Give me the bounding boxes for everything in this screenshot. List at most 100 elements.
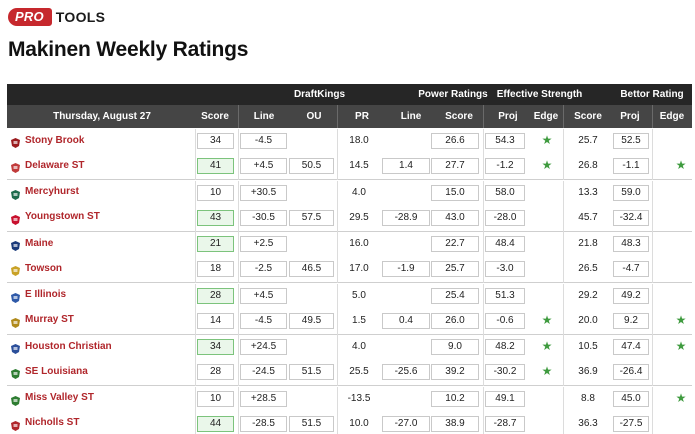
score-value: 28 — [197, 287, 234, 304]
br-score-value: 20.0 — [578, 314, 598, 326]
team-cell[interactable]: Youngstown ST — [10, 207, 100, 227]
column-divider — [238, 283, 239, 335]
line-value: -24.5 — [240, 364, 287, 380]
column-divider — [195, 232, 196, 283]
pr-score-value: 25.4 — [431, 287, 479, 304]
team-cell[interactable]: Nicholls ST — [10, 413, 79, 433]
column-divider — [652, 283, 653, 335]
br-proj-value: 49.2 — [613, 287, 649, 304]
stony-brook-logo-icon — [10, 135, 21, 148]
line-value: -4.5 — [240, 312, 287, 329]
col-br-proj: Proj — [620, 111, 640, 122]
column-divider — [195, 283, 196, 335]
column-divider — [563, 232, 564, 283]
team-cell[interactable]: Stony Brook — [10, 130, 84, 150]
line-value: -30.5 — [240, 209, 287, 226]
group-power-ratings: Power Ratings — [418, 89, 488, 100]
se-louisiana-logo-icon — [10, 366, 21, 379]
es-proj-value: -3.0 — [485, 261, 525, 277]
team-cell[interactable]: SE Louisiana — [10, 361, 88, 381]
line-value: -28.5 — [240, 415, 287, 432]
column-divider — [195, 335, 196, 386]
team-name-link[interactable]: Houston Christian — [25, 340, 112, 352]
column-divider — [652, 335, 653, 386]
team-name-link[interactable]: SE Louisiana — [25, 365, 88, 377]
br-score-value: 26.8 — [578, 160, 598, 171]
power-rating-value: 1.5 — [352, 314, 366, 326]
es-proj-value: -30.2 — [485, 364, 525, 380]
br-score-value: 36.3 — [578, 417, 598, 429]
team-cell[interactable]: Miss Valley ST — [10, 388, 94, 408]
pr-score-value: 43.0 — [431, 209, 479, 226]
game-block: Maine 21 +2.5 16.0 22.7 48.4 21.8 48.3 Towson 18-… — [7, 232, 692, 283]
pr-score-value: 39.2 — [431, 364, 479, 380]
col-ou: OU — [306, 111, 322, 122]
houston-christian-logo-icon — [10, 341, 21, 354]
team-name-link[interactable]: Mercyhurst — [25, 186, 79, 197]
team-cell[interactable]: Towson — [10, 258, 62, 278]
team-name-link[interactable]: Murray ST — [25, 314, 74, 325]
team-name-link[interactable]: Nicholls ST — [25, 417, 80, 428]
team-cell[interactable]: Delaware ST — [10, 155, 84, 175]
team-name-link[interactable]: Maine — [25, 237, 54, 249]
column-divider — [238, 105, 239, 128]
es-proj-value: -0.6 — [485, 312, 525, 329]
team-name-link[interactable]: Delaware ST — [25, 159, 85, 171]
table-row: Miss Valley ST 10 +28.5 -13.5 10.2 49.1 8.8 45.… — [7, 387, 692, 412]
team-name-link[interactable]: Miss Valley ST — [25, 392, 94, 403]
score-value: 14 — [197, 312, 234, 329]
column-divider — [563, 283, 564, 335]
power-rating-value: 5.0 — [352, 289, 366, 301]
column-divider — [195, 386, 196, 434]
team-cell[interactable]: Murray ST — [10, 310, 74, 330]
col-br-score: Score — [574, 111, 602, 122]
es-proj-value: 49.1 — [485, 390, 525, 407]
column-divider — [483, 129, 484, 180]
line-value: +4.5 — [240, 158, 287, 174]
delaware-st-logo-icon — [10, 160, 21, 173]
score-value: 34 — [197, 339, 234, 355]
team-name-link[interactable]: Towson — [25, 262, 63, 274]
table-row: Murray ST 14 -4.5 49.5 1.5 0.4 26.0 -0.6 ★ 20.0 9.… — [7, 309, 692, 334]
column-divider — [563, 335, 564, 386]
ou-value: 49.5 — [289, 312, 334, 329]
br-edge-star-icon: ★ — [675, 158, 687, 172]
team-name-link[interactable]: Stony Brook — [25, 134, 85, 146]
col-br-edge: Edge — [659, 111, 685, 122]
br-score-value: 10.5 — [578, 341, 598, 352]
group-bettor-rating: Bettor Rating — [620, 89, 684, 100]
column-divider — [238, 335, 239, 386]
column-divider — [238, 129, 239, 180]
col-line: Line — [253, 111, 275, 122]
game-block: Mercyhurst 10 +30.5 4.0 15.0 58.0 13.3 59.0 Youn… — [7, 180, 692, 232]
column-divider — [238, 386, 239, 434]
ou-value: 51.5 — [289, 364, 334, 380]
score-value: 10 — [197, 390, 234, 407]
team-cell[interactable]: Mercyhurst — [10, 182, 79, 202]
team-name-link[interactable]: E Illinois — [25, 289, 67, 300]
col-score: Score — [201, 111, 229, 122]
column-divider — [337, 105, 338, 128]
col-es-edge: Edge — [533, 111, 559, 122]
br-score-value: 36.9 — [578, 366, 598, 377]
team-cell[interactable]: E Illinois — [10, 285, 66, 305]
table-row: Mercyhurst 10 +30.5 4.0 15.0 58.0 13.3 59.0 — [7, 181, 692, 206]
br-score-value: 45.7 — [578, 211, 598, 223]
youngstown-st-logo-icon — [10, 212, 21, 225]
column-divider — [563, 180, 564, 232]
table-row: Maine 21 +2.5 16.0 22.7 48.4 21.8 48.3 — [7, 232, 692, 257]
score-value: 10 — [197, 184, 234, 201]
pr-score-value: 26.0 — [431, 312, 479, 329]
column-divider — [337, 386, 338, 434]
miss-valley-st-logo-icon — [10, 393, 21, 406]
team-name-link[interactable]: Youngstown ST — [25, 211, 100, 222]
team-cell[interactable]: Houston Christian — [10, 336, 112, 356]
game-block: E Illinois 28 +4.5 5.0 25.4 51.3 29.2 49.2 Murra… — [7, 283, 692, 335]
table-column-header: Thursday, August 27 Score Line OU PR Lin… — [7, 105, 692, 128]
team-cell[interactable]: Maine — [10, 233, 53, 253]
col-pr: PR — [355, 111, 369, 122]
ou-value: 50.5 — [289, 158, 334, 174]
column-divider — [563, 105, 564, 128]
protools-logo[interactable]: PRO TOOLS — [8, 7, 105, 27]
line-value: +2.5 — [240, 236, 287, 252]
